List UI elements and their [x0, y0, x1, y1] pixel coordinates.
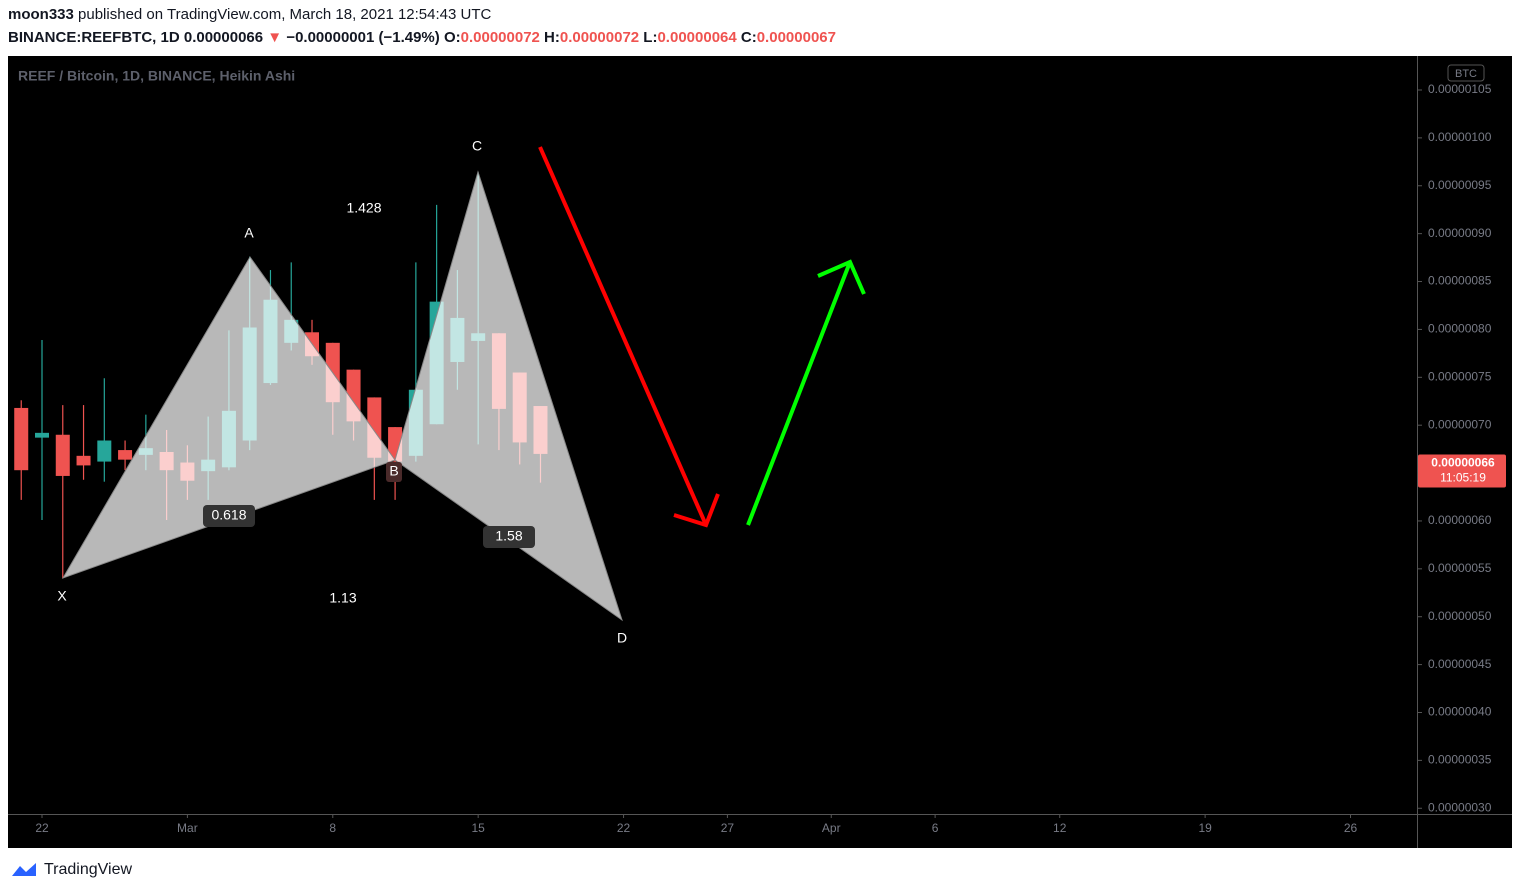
c-label: C:: [740, 29, 757, 46]
currency-box: [1447, 64, 1485, 82]
change-arrow: ▼: [267, 29, 283, 46]
body: [14, 407, 29, 471]
o-label: O:: [443, 29, 461, 46]
ratio-label: 1.13: [329, 590, 356, 606]
y-tick-label: 0.00000080: [1428, 322, 1492, 336]
y-tick-label: 0.00000045: [1428, 657, 1492, 671]
axes: 0.00000105 0.00000100 0.00000095 0.00000090…: [35, 82, 1506, 835]
ratio-label: 1.58: [495, 528, 522, 544]
y-tick-label: 0.00000050: [1428, 609, 1492, 623]
footer: TradingView: [10, 860, 132, 880]
x-tick-label: 27: [721, 821, 735, 835]
logo: [12, 863, 36, 876]
body: [97, 440, 112, 462]
y-tick-label: 0.00000075: [1428, 369, 1492, 383]
l: 0.00000064: [657, 29, 737, 46]
x-tick-label: Mar: [177, 821, 198, 835]
body: [35, 432, 49, 438]
c: 0.00000067: [756, 29, 836, 46]
ratio-bg: [203, 505, 255, 527]
countdown: 11:05:19: [1440, 471, 1486, 485]
point-label: X: [57, 588, 67, 604]
body: [118, 450, 133, 460]
publisher[interactable]: moon333: [8, 6, 74, 23]
last-price-label: 0.00000066: [1431, 456, 1495, 470]
y-tick-label: 0.00000035: [1428, 753, 1492, 767]
down-arrow-head: [673, 493, 720, 528]
point-label: A: [244, 225, 254, 241]
last-price-box: [1418, 454, 1506, 488]
x-tick-label: 12: [1053, 821, 1067, 835]
y-tick-label: 0.00000085: [1428, 274, 1492, 288]
o: 0.00000072: [460, 29, 540, 46]
currency: BTC: [1455, 68, 1477, 80]
x-tick-label: 15: [471, 821, 485, 835]
brand[interactable]: TradingView: [44, 861, 133, 878]
point-label: B: [389, 463, 398, 479]
up-arrow-head: [817, 259, 866, 295]
ratio-label: 0.618: [211, 507, 246, 523]
y-tick-label: 0.00000060: [1428, 513, 1492, 527]
pattern-labels: X A B C D 0.618 1.428 1.13 1.58: [57, 138, 627, 646]
x-tick-label: Apr: [822, 821, 841, 835]
x-tick-label: 22: [35, 821, 49, 835]
symbol: BINANCE:REEFBTC, 1D: [8, 29, 180, 46]
h: 0.00000072: [559, 29, 640, 46]
x-tick-label: 26: [1344, 821, 1358, 835]
point-label: D: [617, 630, 627, 646]
arrows: [538, 146, 866, 528]
ratio-label: 1.428: [346, 200, 381, 216]
x-tick-label: 22: [617, 821, 631, 835]
change: −0.00000001 (−1.49%): [286, 29, 440, 46]
h-label: H:: [544, 29, 560, 46]
up-arrow: [746, 261, 852, 526]
y-tick-label: 0.00000100: [1428, 130, 1492, 144]
last: 0.00000066: [183, 29, 264, 46]
y-tick-label: 0.00000030: [1428, 800, 1492, 814]
point-label-bg: [386, 462, 402, 482]
published-text: published on TradingView.com, March 18, …: [78, 6, 492, 23]
symbol-line: BINANCE:REEFBTC, 1D 0.00000066 ▼ −0.0000…: [8, 29, 836, 46]
x-tick-label: 8: [329, 821, 336, 835]
y-tick-label: 0.00000055: [1428, 561, 1492, 575]
down-arrow: [538, 146, 708, 526]
body: [55, 434, 70, 476]
l-label: L:: [643, 29, 658, 46]
ratio-bg: [483, 526, 535, 548]
publish-line: moon333 published on TradingView.com, Ma…: [8, 6, 491, 23]
y-tick-label: 0.00000095: [1428, 178, 1492, 192]
y-tick-label: 0.00000070: [1428, 417, 1492, 431]
point-label: C: [472, 138, 482, 154]
y-tick-label: 0.00000105: [1428, 82, 1492, 96]
y-tick-label: 0.00000040: [1428, 705, 1492, 719]
x-tick-label: 6: [932, 821, 939, 835]
x-tick-label: 19: [1198, 821, 1212, 835]
y-tick-label: 0.00000090: [1428, 226, 1492, 240]
body: [76, 455, 91, 466]
chart-title: REEF / Bitcoin, 1D, BINANCE, Heikin Ashi: [18, 68, 295, 84]
